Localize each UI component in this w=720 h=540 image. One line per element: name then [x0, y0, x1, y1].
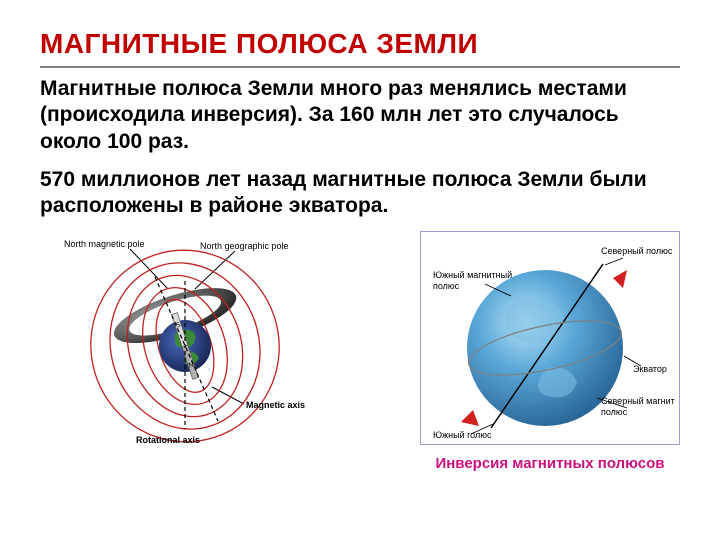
label-south-pole: Южный голюс: [433, 430, 492, 440]
paragraph-2: 570 миллионов лет назад магнитные полюса…: [40, 167, 680, 220]
figures-row: S N North magnetic pole North geographic…: [40, 231, 680, 472]
label-north-geographic: North geographic pole: [200, 241, 289, 251]
label-equator: Экватор: [633, 364, 667, 374]
label-north-pole: Северный полюс: [601, 246, 673, 256]
inversion-svg: Северный полюс Южный магнитный полюс Экв…: [427, 238, 675, 440]
slide-title: МАГНИТНЫЕ ПОЛЮСА ЗЕМЛИ: [40, 28, 680, 68]
label-north-magnetic-pole: Северный магнитный полюс: [601, 396, 675, 417]
figure-inversion-caption: Инверсия магнитных полюсов: [435, 455, 664, 472]
slide: МАГНИТНЫЕ ПОЛЮСА ЗЕМЛИ Магнитные полюса …: [0, 0, 720, 540]
figure-inversion-wrap: Северный полюс Южный магнитный полюс Экв…: [420, 231, 680, 472]
label-magnetic-axis: Magnetic axis: [246, 400, 305, 410]
figure-magnetic-field: S N North magnetic pole North geographic…: [40, 231, 340, 451]
label-north-magnetic: North magnetic pole: [64, 239, 145, 249]
magnetic-field-svg: S N North magnetic pole North geographic…: [40, 231, 340, 451]
paragraph-1: Магнитные полюса Земли много раз менялис…: [40, 76, 680, 155]
figure-inversion: Северный полюс Южный магнитный полюс Экв…: [420, 231, 680, 445]
label-rotational-axis: Rotational axis: [136, 435, 200, 445]
marker-bottom: [461, 410, 479, 426]
marker-top: [613, 270, 627, 288]
